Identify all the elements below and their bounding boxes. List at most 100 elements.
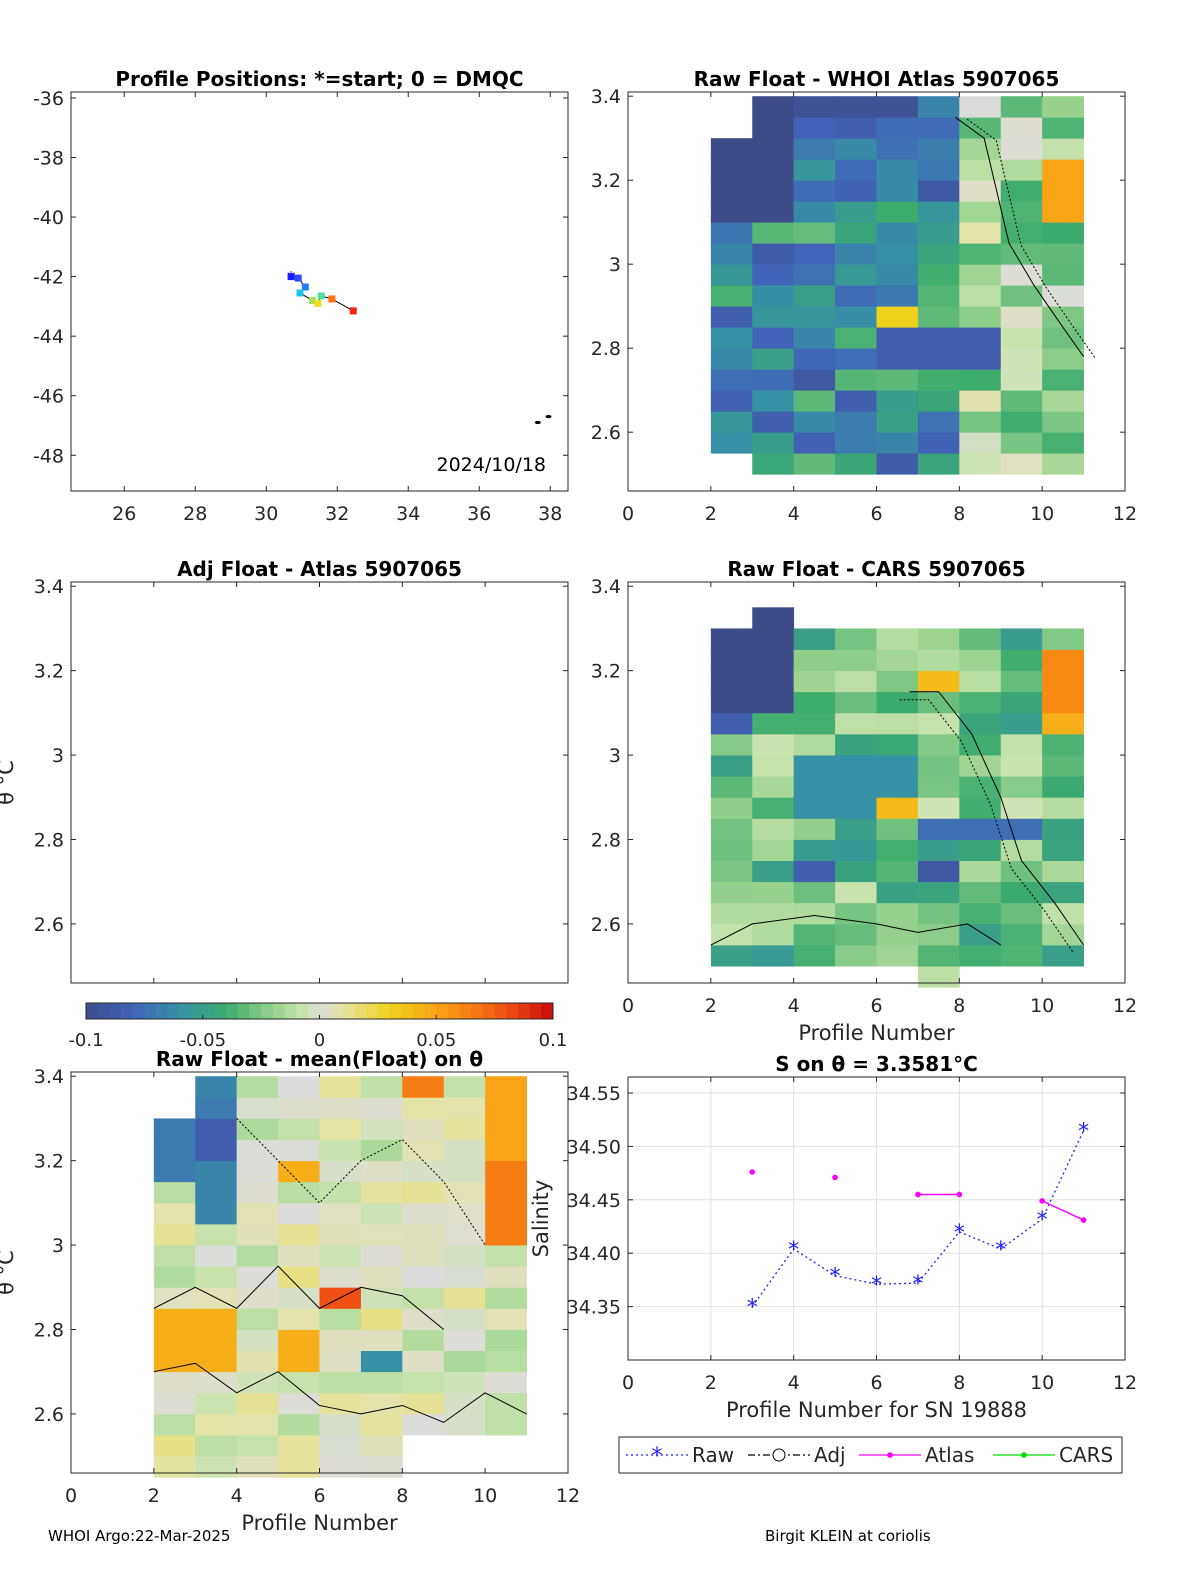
y-tick-label: 3.2 bbox=[591, 661, 621, 683]
heatmap-cell bbox=[793, 881, 836, 904]
heatmap-cell bbox=[835, 306, 877, 328]
heatmap-cell bbox=[835, 881, 877, 904]
heatmap-cell bbox=[752, 222, 795, 244]
heatmap-cell bbox=[319, 1392, 362, 1415]
heatmap-cell bbox=[319, 1223, 362, 1246]
heatmap-cell bbox=[1000, 96, 1043, 118]
heatmap-cell bbox=[236, 1308, 279, 1330]
heatmap-cell bbox=[793, 945, 836, 967]
heatmap-cell bbox=[876, 369, 919, 391]
colorbar-swatch bbox=[447, 1003, 461, 1019]
heatmap-cell bbox=[752, 96, 795, 118]
y-tick-label: 3.4 bbox=[591, 576, 621, 598]
y-tick-label: 3 bbox=[52, 745, 64, 767]
heatmap-cell bbox=[876, 327, 919, 349]
x-tick-label: 10 bbox=[1030, 503, 1054, 525]
heatmap-cell bbox=[917, 966, 960, 988]
heatmap-cell bbox=[917, 453, 960, 475]
heatmap-cell bbox=[710, 649, 753, 672]
colorbar-swatch bbox=[261, 1003, 274, 1019]
heatmap-cell bbox=[485, 1076, 527, 1098]
colorbar-tick-label: -0.1 bbox=[68, 1030, 103, 1051]
start-marker: * bbox=[287, 268, 295, 287]
heatmap-cell bbox=[752, 797, 795, 819]
heatmap-cell bbox=[710, 411, 753, 433]
heatmap-cell bbox=[153, 1413, 196, 1436]
heatmap-cell bbox=[195, 1160, 238, 1183]
raw-point: * bbox=[871, 1273, 882, 1298]
heatmap-cell bbox=[153, 1160, 196, 1183]
contour-line bbox=[954, 116, 1084, 357]
heatmap-cell bbox=[360, 1287, 403, 1309]
heatmap-cell bbox=[278, 1076, 320, 1098]
x-tick-label: 2 bbox=[705, 995, 717, 1017]
colorbar-swatch bbox=[401, 1003, 414, 1019]
heatmap-cell bbox=[876, 453, 919, 475]
heatmap-cell bbox=[793, 306, 836, 328]
heatmap-cell bbox=[752, 243, 795, 265]
heatmap-cell bbox=[360, 1160, 403, 1183]
heatmap-cell bbox=[485, 1160, 527, 1183]
raw-cars-axes: 0 2 4 6 8 10 12 2.6 2.8 3 3.2 3.4 Raw Float - CARS 5… bbox=[591, 557, 1137, 1045]
heatmap-cell bbox=[876, 945, 919, 967]
heatmap-cell bbox=[710, 839, 753, 861]
raw-point: * bbox=[747, 1296, 758, 1321]
heatmap-cell bbox=[710, 691, 753, 714]
chart-title: Profile Positions: *=start; 0 = DMQC bbox=[115, 67, 523, 91]
heatmap-cell bbox=[835, 201, 877, 223]
heatmap-cell bbox=[752, 607, 795, 629]
heatmap-cell bbox=[793, 797, 836, 819]
colorbar-tick-label: -0.05 bbox=[179, 1030, 226, 1051]
heatmap-cell bbox=[835, 348, 877, 370]
heatmap-cell bbox=[402, 1139, 445, 1162]
heatmap-cell bbox=[1000, 628, 1043, 650]
heatmap-cell bbox=[917, 285, 960, 307]
heatmap-cell bbox=[1000, 348, 1043, 370]
heatmap-cell bbox=[1042, 628, 1084, 650]
atlas-point bbox=[749, 1169, 756, 1175]
heatmap-cell bbox=[876, 628, 919, 650]
x-tick-label: 12 bbox=[556, 1485, 580, 1507]
heatmap-cell bbox=[876, 285, 919, 307]
heatmap-cell bbox=[1000, 453, 1043, 475]
heatmap-cell bbox=[1042, 453, 1084, 475]
heatmap-cell bbox=[443, 1076, 486, 1098]
heatmap-cell bbox=[236, 1329, 279, 1351]
heatmap-cell bbox=[236, 1413, 279, 1436]
heatmap-cell bbox=[443, 1245, 486, 1267]
legend: * Raw Adj Atlas CARS bbox=[618, 1436, 1123, 1474]
heatmap-cell bbox=[835, 691, 877, 714]
colorbar-swatch bbox=[389, 1003, 402, 1019]
heatmap-cell bbox=[793, 670, 836, 693]
x-tick-label: 2 bbox=[705, 503, 717, 525]
heatmap-cell bbox=[443, 1308, 486, 1330]
heatmap-cell bbox=[959, 628, 1002, 650]
heatmap-cell bbox=[710, 285, 753, 307]
contour-line bbox=[966, 118, 1096, 359]
colorbar-swatch bbox=[191, 1003, 204, 1019]
colorbar-swatch bbox=[156, 1003, 169, 1019]
heatmap-cell bbox=[360, 1266, 403, 1288]
heatmap-cell bbox=[485, 1266, 527, 1288]
heatmap-cell bbox=[793, 411, 836, 433]
heatmap-cell bbox=[959, 117, 1002, 139]
heatmap-cell bbox=[443, 1181, 486, 1204]
heatmap-cell bbox=[793, 649, 836, 672]
heatmap-cell bbox=[1042, 180, 1084, 202]
heatmap-cell bbox=[959, 432, 1002, 454]
colorbar-swatch bbox=[167, 1003, 180, 1019]
colorbar-swatch bbox=[237, 1003, 250, 1019]
heatmap-cell bbox=[402, 1181, 445, 1204]
heatmap-cell bbox=[710, 945, 753, 967]
x-axis-label: Profile Number bbox=[798, 1021, 955, 1045]
heatmap-cell bbox=[959, 860, 1002, 883]
heatmap-cell bbox=[278, 1223, 320, 1246]
heatmap-cell bbox=[1042, 839, 1084, 861]
heatmap-cell bbox=[195, 1223, 238, 1246]
heatmap-cell bbox=[402, 1245, 445, 1267]
heatmap-cell bbox=[443, 1350, 486, 1373]
y-tick-label: 3.4 bbox=[34, 576, 64, 598]
colorbar-swatch bbox=[494, 1003, 507, 1019]
heatmap-cell bbox=[793, 923, 836, 946]
heatmap-cell bbox=[1042, 670, 1084, 693]
